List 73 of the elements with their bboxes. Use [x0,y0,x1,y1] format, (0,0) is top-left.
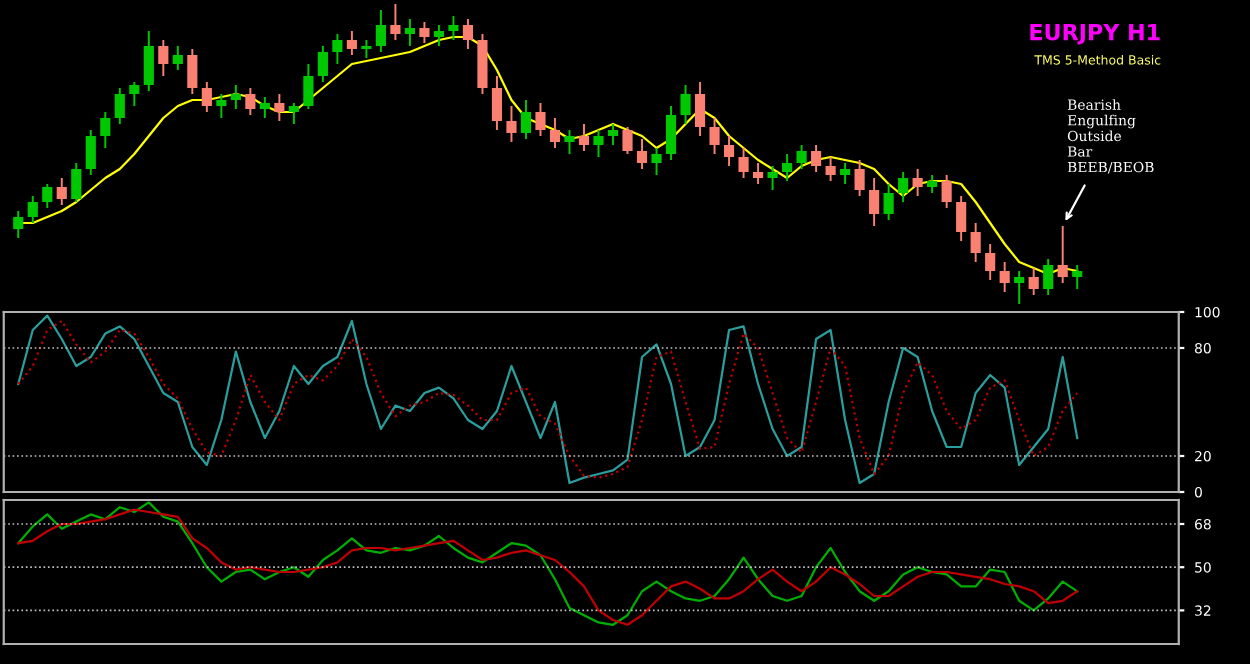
candlestick [172,45,183,71]
candlestick [100,111,111,149]
candlestick [956,195,967,242]
candlestick [593,129,604,158]
candlestick [303,63,314,110]
candlestick [578,123,590,152]
candlestick [85,129,96,176]
candlestick [129,81,140,107]
candlestick [767,165,778,191]
candlestick [622,126,633,155]
candlestick [114,87,125,125]
candlestick [375,9,386,53]
candlestick [782,153,793,182]
candlestick [607,123,619,146]
candlestick [1043,258,1054,296]
candlestick [477,33,488,95]
candlestick [404,18,415,47]
candlestick [665,105,677,161]
candlestick [71,162,82,203]
candlestick [1014,270,1025,304]
candlestick [201,81,212,113]
candlestick [912,168,923,197]
candlestick [1057,225,1068,284]
candlestick [462,18,474,50]
candlestick [520,99,532,140]
candlestick [752,162,764,185]
candlestick [825,156,836,182]
candlestick [419,21,430,44]
candlestick [709,117,720,155]
candlestick [723,135,735,167]
candlestick [883,183,894,221]
candlestick [898,171,909,203]
candlestick [56,177,67,206]
candlestick [27,195,38,224]
candlestick [941,174,952,209]
candlestick [433,24,445,47]
candlestick [970,222,981,263]
candlestick [869,177,880,227]
candlestick [636,138,648,170]
candlestick [346,30,357,56]
candlestick [1028,267,1039,296]
candlestick [694,81,706,137]
candlestick [259,96,270,119]
candlestick [274,93,285,122]
candlestick [506,105,517,143]
candlestick [564,129,575,155]
candlestick [811,144,822,173]
candlestick [216,93,227,119]
candlestick [651,147,662,176]
candlestick [680,84,691,125]
candlestick [390,4,401,41]
candlestick [245,87,256,116]
candlestick [143,30,154,92]
candlestick [535,102,546,137]
candlestick [1072,264,1083,290]
candlestick [999,261,1010,293]
candlestick [230,84,241,110]
candlestick [317,45,328,83]
candlestick [796,144,807,170]
candlestick [187,48,198,95]
candlestick [448,15,459,41]
candlestick [840,162,851,185]
candlestick [332,33,343,65]
candlestick [491,75,503,131]
candlestick [42,183,53,209]
candlestick [854,159,865,197]
candlestick [738,147,749,179]
candlestick [13,210,24,239]
candlestick [158,39,169,77]
candlestick [985,243,996,281]
text: EURJPY H1 [1030,23,1160,45]
candlestick [549,117,561,149]
candlestick [288,102,299,125]
